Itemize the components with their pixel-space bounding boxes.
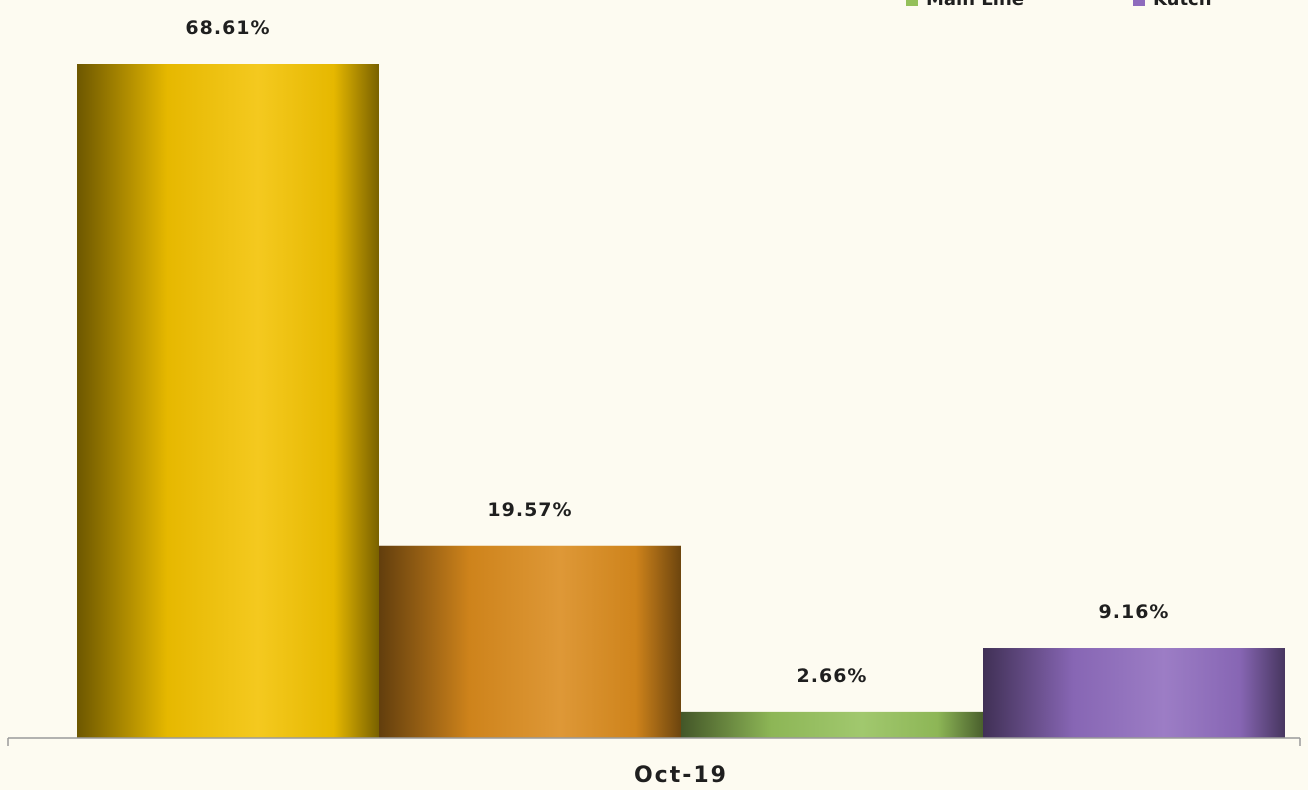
- bars-group: [77, 64, 1285, 738]
- data-label-1: 68.61%: [185, 17, 270, 39]
- data-label-2: 19.57%: [487, 499, 572, 521]
- bar-4: [983, 648, 1285, 738]
- data-label-3: 2.66%: [797, 665, 868, 687]
- x-tick-label: Oct-19: [634, 763, 728, 788]
- legend: Main Line Kutch: [906, 0, 1212, 10]
- bar-1: [77, 64, 379, 738]
- legend-label-2: Kutch: [1153, 0, 1212, 10]
- bar-3: [681, 711, 983, 738]
- bar-2: [379, 545, 681, 738]
- data-label-4: 9.16%: [1099, 601, 1170, 623]
- x-axis-ticks: [7, 738, 1301, 746]
- legend-swatch-1: [906, 0, 918, 6]
- data-labels-group: 68.61% 19.57% 2.66% 9.16%: [185, 17, 1170, 687]
- legend-swatch-2: [1133, 0, 1145, 6]
- legend-label-1: Main Line: [926, 0, 1024, 10]
